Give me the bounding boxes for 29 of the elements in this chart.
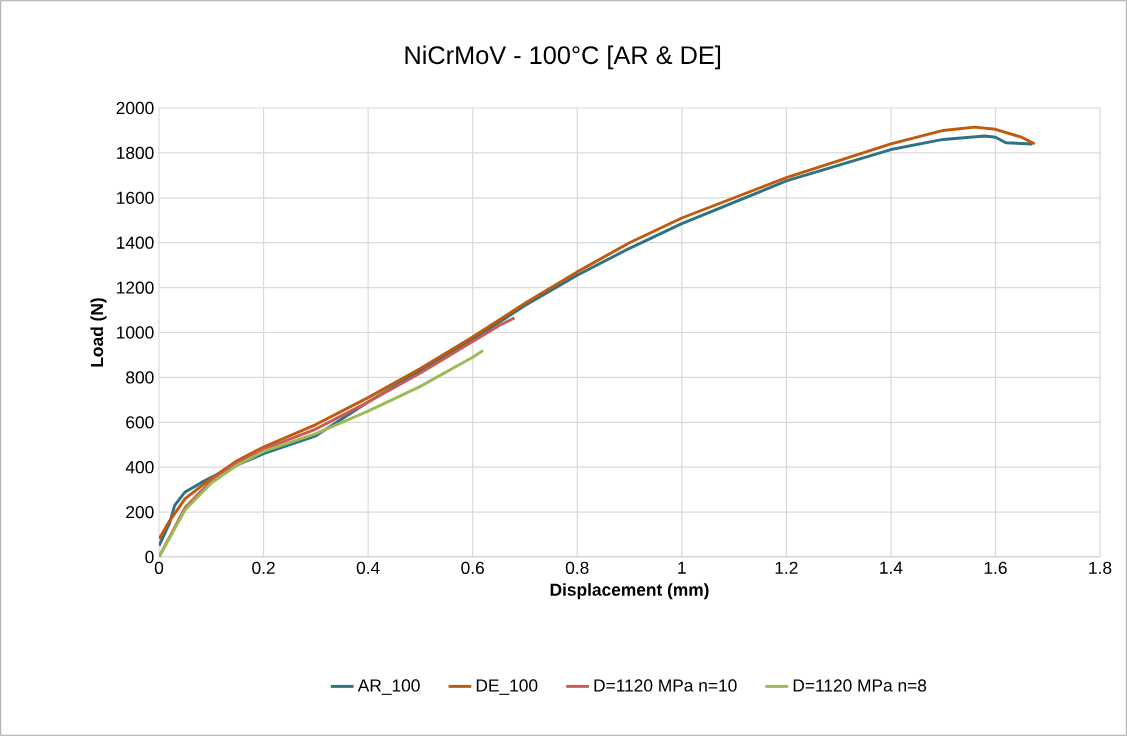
x-tick-label: 0: [154, 561, 164, 574]
x-tick-label: 1.2: [775, 561, 798, 574]
legend-label: DE_100: [476, 679, 538, 695]
y-tick-label: 1000: [117, 326, 154, 339]
y-tick-label: 0: [145, 550, 154, 564]
chart-title: NiCrMoV - 100°C [AR & DE]: [405, 45, 721, 70]
legend-label: D=1120 MPa n=10: [594, 679, 737, 692]
line-series: [159, 348, 485, 557]
x-tick-label: 1.6: [984, 561, 1007, 574]
x-tick-label: 1.8: [1089, 561, 1112, 574]
x-tick-label: 1.4: [880, 561, 903, 574]
x-axis-title: Displacement (mm): [550, 583, 709, 600]
x-tick-label: 0.6: [461, 561, 484, 574]
y-tick-label: 600: [126, 416, 154, 429]
y-tick-label: 400: [125, 461, 154, 474]
legend-label: D=1120 MPa n=8: [793, 679, 927, 692]
y-tick-label: 2000: [116, 101, 154, 115]
y-tick-label: 800: [126, 371, 154, 384]
y-tick-label: 200: [126, 505, 154, 519]
y-tick-label: 1800: [117, 146, 154, 160]
y-tick-label: 1600: [117, 191, 154, 204]
y-axis-title: Load (N): [90, 298, 107, 367]
legend-label: AR_100: [357, 679, 420, 695]
y-tick-label: 1200: [117, 281, 154, 294]
x-tick-label: 0.2: [252, 561, 275, 574]
x-tick-label: 0.8: [565, 561, 589, 574]
x-tick-label: 0.4: [356, 561, 380, 574]
x-tick-label: 1: [678, 561, 686, 574]
y-tick-label: 1400: [117, 236, 154, 249]
